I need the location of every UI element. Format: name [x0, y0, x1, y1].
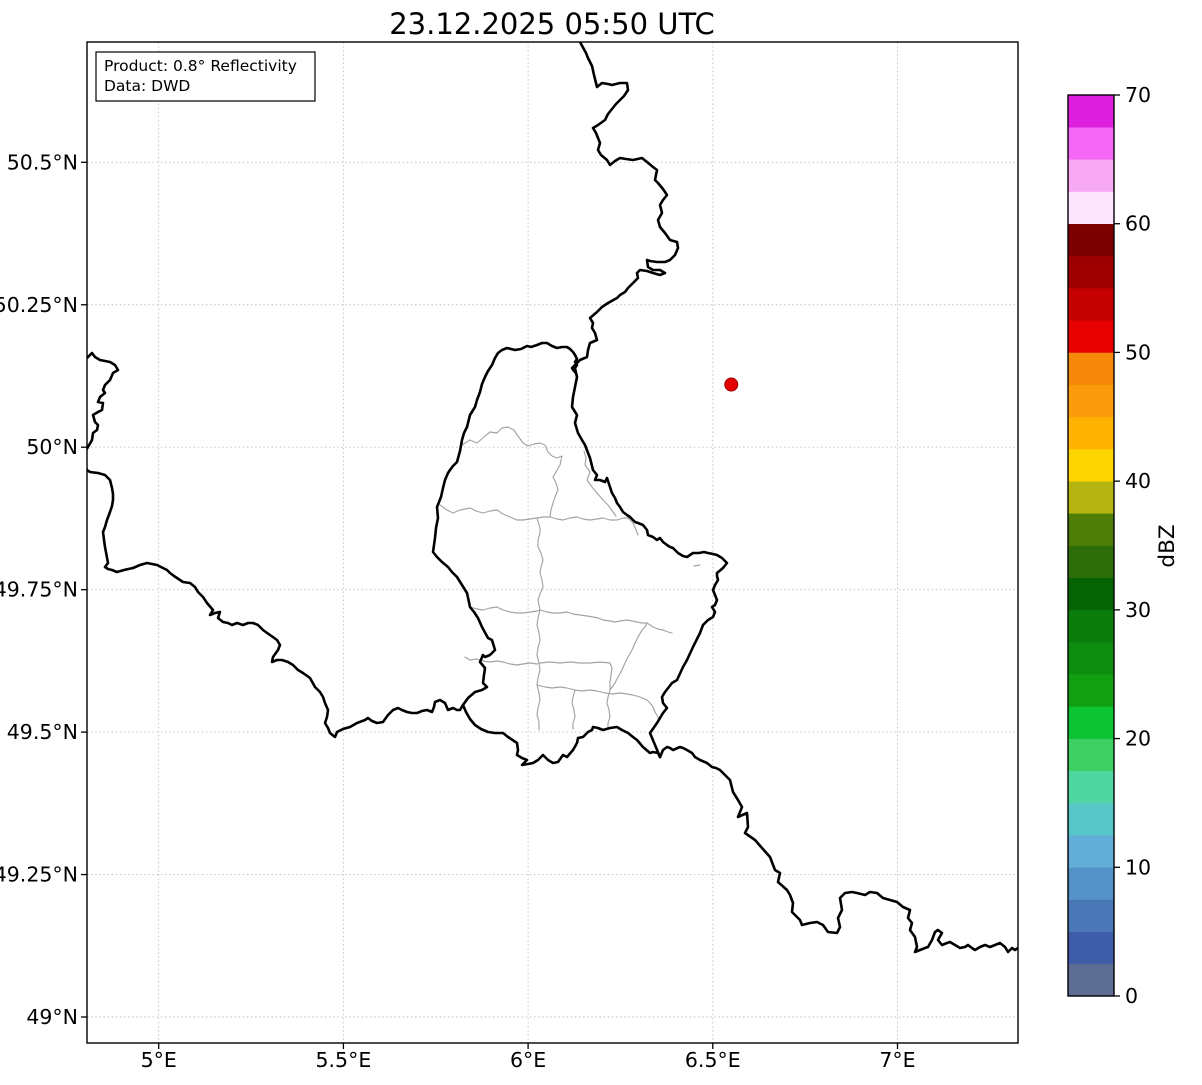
- colorbar-segment: [1068, 287, 1114, 321]
- colorbar-segment: [1068, 255, 1114, 289]
- colorbar-segment: [1068, 513, 1114, 546]
- colorbar-segment: [1068, 384, 1114, 418]
- colorbar-segment: [1068, 802, 1114, 836]
- radar-location-marker: [724, 377, 739, 392]
- colorbar-tick-label: 60: [1125, 212, 1151, 236]
- colorbar-tick-label: 50: [1125, 340, 1151, 364]
- colorbar-segment: [1068, 963, 1114, 997]
- y-tick-label: 50°N: [26, 435, 78, 459]
- colorbar-tick-label: 30: [1125, 598, 1151, 622]
- y-tick-label: 49.25°N: [0, 863, 78, 887]
- x-tick-label: 7°E: [879, 1048, 915, 1072]
- colorbar-segment: [1068, 577, 1114, 611]
- colorbar-tick-label: 0: [1125, 984, 1138, 1008]
- colorbar-segment: [1068, 866, 1114, 900]
- colorbar-segment: [1068, 706, 1114, 739]
- colorbar-segment: [1068, 223, 1114, 257]
- colorbar-segment: [1068, 159, 1114, 192]
- colorbar-segment: [1068, 545, 1114, 578]
- colorbar-segment: [1068, 834, 1114, 868]
- colorbar-segment: [1068, 770, 1114, 804]
- border-luxembourg-france: [461, 703, 662, 767]
- x-tick-label: 5°E: [141, 1048, 177, 1072]
- colorbar-segment: [1068, 673, 1114, 707]
- colorbar-segment: [1068, 899, 1114, 932]
- colorbar-segment: [1068, 931, 1114, 965]
- x-tick-label: 6.5°E: [685, 1048, 741, 1072]
- y-tick-label: 50.5°N: [7, 150, 78, 174]
- colorbar-segment: [1068, 126, 1114, 160]
- colorbar-segment: [1068, 416, 1114, 450]
- colorbar-segment: [1068, 641, 1114, 675]
- y-tick-label: 49°N: [26, 1005, 78, 1029]
- colorbar-segment: [1068, 448, 1114, 482]
- figure-title: 23.12.2025 05:50 UTC: [389, 7, 715, 41]
- product-info-box: Product: 0.8° Reflectivity Data: DWD: [95, 51, 316, 102]
- district-borders: [439, 426, 701, 731]
- colorbar-tick-label: 20: [1125, 727, 1151, 751]
- colorbar-tick-label: 40: [1125, 469, 1151, 493]
- colorbar-segment: [1068, 738, 1114, 772]
- map-content: [87, 42, 1018, 954]
- y-tick-label: 49.75°N: [0, 578, 78, 602]
- colorbar-frame: [1067, 94, 1115, 997]
- colorbar-segment: [1068, 319, 1114, 353]
- grid-lines: [87, 42, 1018, 1043]
- data-source-label: Data: DWD: [104, 77, 190, 95]
- axes-frame: [86, 41, 1019, 1044]
- colorbar-axis-label: dBZ: [1155, 524, 1180, 567]
- colorbar-segment: [1068, 94, 1114, 128]
- colorbar-segment: [1068, 480, 1114, 514]
- border-france-belgium: [87, 351, 465, 739]
- border-luxembourg-belgium: [431, 341, 579, 707]
- colorbar-tick-label: 70: [1125, 83, 1151, 107]
- product-label: Product: 0.8° Reflectivity: [104, 57, 297, 75]
- colorbar-segment: [1068, 191, 1114, 225]
- y-tick-label: 50.25°N: [0, 293, 78, 317]
- colorbar: 0 10 20 30 40 50 60 70: [1068, 83, 1151, 1008]
- border-belgium-germany-luxembourg-east: [570, 42, 729, 759]
- axis-tick-labels: 5°E 5.5°E 6°E 6.5°E 7°E 49°N 49.25°N 49.5°N 49.7…: [0, 150, 916, 1072]
- y-tick-label: 49.5°N: [7, 720, 78, 744]
- x-tick-label: 5.5°E: [315, 1048, 371, 1072]
- border-france-germany: [658, 745, 1018, 954]
- axis-ticks: [81, 161, 899, 1049]
- x-tick-label: 6°E: [510, 1048, 546, 1072]
- colorbar-segment: [1068, 352, 1114, 385]
- country-borders: [87, 42, 1018, 954]
- colorbar-segment: [1068, 609, 1114, 643]
- colorbar-tick-label: 10: [1125, 855, 1151, 879]
